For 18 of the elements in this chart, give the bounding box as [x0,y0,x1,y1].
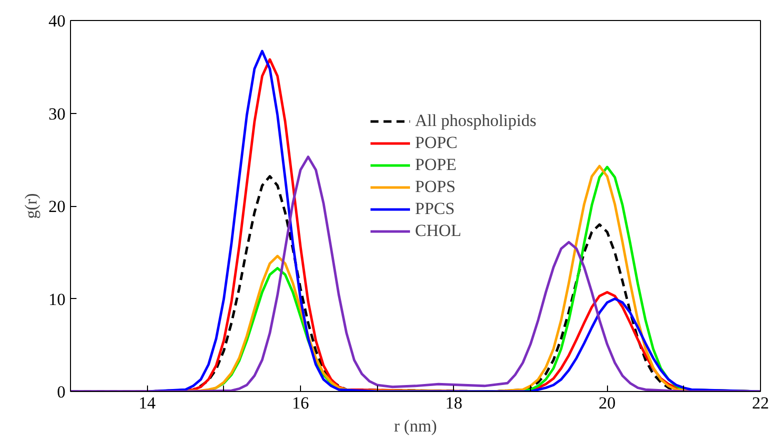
y-tick-label: 30 [48,104,66,124]
legend-label: CHOL [415,221,462,241]
x-tick-label: 14 [138,394,156,412]
legend-label: POPC [415,133,458,153]
x-axis-title: r (nm) [394,416,437,436]
legend-label: POPE [415,155,457,175]
y-axis-title: g(r) [22,193,40,219]
x-tick-label: 18 [445,394,462,412]
x-tick-label: 22 [752,394,769,412]
y-tick-label: 40 [48,12,66,30]
x-tick-label: 20 [598,394,616,412]
y-tick-label: 0 [57,382,66,402]
y-tick-label: 10 [48,290,66,309]
legend-label: All phospholipids [415,111,536,131]
legend-label: POPS [415,177,456,197]
y-tick-label: 20 [48,197,66,216]
legend-label: PPCS [415,199,455,219]
x-tick-label: 16 [292,394,309,412]
